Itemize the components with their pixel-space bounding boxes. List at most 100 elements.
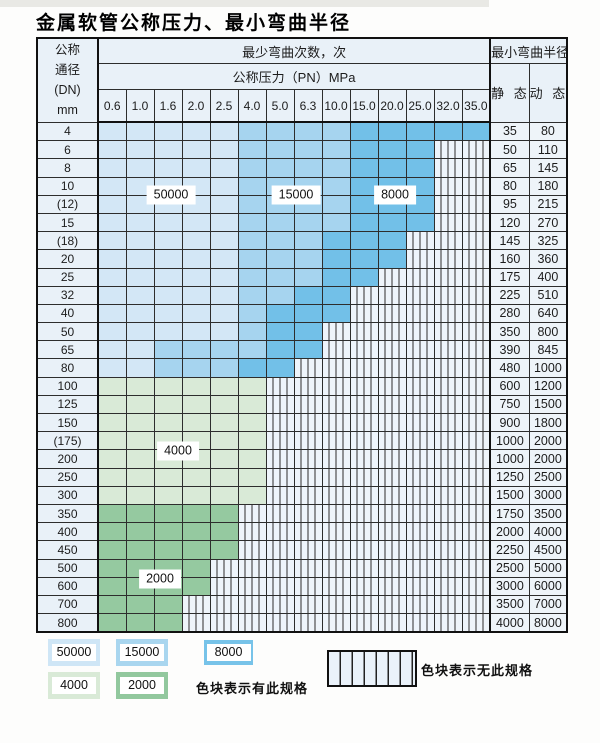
dn-cell: 450	[36, 540, 99, 560]
spec-cell-G2	[97, 558, 127, 578]
spec-cell-M	[153, 358, 183, 378]
spec-cell-M	[265, 140, 295, 160]
spec-cell-G2	[125, 522, 155, 542]
dynamic-radius-cell: 325	[528, 231, 568, 251]
dn-header-line: (DN)	[54, 83, 81, 98]
spec-cell-M	[237, 285, 267, 305]
spec-cell-H	[377, 613, 407, 633]
spec-cell-H	[321, 540, 351, 560]
spec-cell-L	[97, 212, 127, 233]
spec-cell-H	[461, 594, 491, 615]
static-radius-cell: 1750	[489, 503, 530, 524]
spec-cell-H	[293, 376, 323, 396]
spec-cell-H	[349, 394, 379, 415]
table-row: 150 900 1800	[36, 412, 568, 433]
table-row: 100 600 1200	[36, 376, 568, 396]
spec-cell-H	[349, 322, 379, 342]
static-radius-cell: 225	[489, 285, 530, 305]
pressure-col: 25.0	[405, 89, 435, 123]
spec-cell-H	[461, 540, 491, 560]
spec-cell-H	[405, 613, 435, 633]
spec-cell-H	[405, 503, 435, 524]
spec-cell-G1	[125, 467, 155, 487]
spec-cell-H	[349, 285, 379, 305]
dn-cell: 80	[36, 358, 99, 378]
spec-cell-G1	[237, 485, 267, 505]
spec-cell-L	[209, 176, 239, 196]
cycles-label: 50000	[146, 185, 196, 205]
static-radius-cell: 1500	[489, 485, 530, 505]
spec-cell-M	[237, 121, 267, 142]
spec-cell-H	[461, 503, 491, 524]
spec-cell-L	[181, 212, 211, 233]
spec-cell-M	[237, 212, 267, 233]
spec-cell-L	[209, 249, 239, 269]
spec-cell-D	[377, 158, 407, 178]
spec-cell-G1	[237, 431, 267, 451]
spec-cell-H	[405, 431, 435, 451]
spec-cell-M	[321, 158, 351, 178]
spec-cell-H	[293, 358, 323, 378]
spec-cell-G2	[97, 594, 127, 615]
spec-cell-G2	[181, 522, 211, 542]
spec-cell-H	[405, 449, 435, 469]
spec-cell-H	[265, 376, 295, 396]
spec-cell-H	[433, 412, 463, 433]
spec-cell-H	[349, 412, 379, 433]
spec-cell-H	[321, 594, 351, 615]
dynamic-radius-cell: 640	[528, 303, 568, 324]
spec-cell-L	[209, 303, 239, 324]
spec-cell-L	[97, 322, 127, 342]
spec-cell-L	[97, 176, 127, 196]
dn-cell: (18)	[36, 231, 99, 251]
table-row: 32 225 510	[36, 285, 568, 305]
dynamic-radius-cell: 270	[528, 212, 568, 233]
spec-cell-H	[237, 540, 267, 560]
static-radius-cell: 600	[489, 376, 530, 396]
spec-cell-H	[405, 376, 435, 396]
legend-no-spec-text: 色块表示无此规格	[421, 663, 534, 678]
spec-cell-G1	[209, 376, 239, 396]
dn-cell: 500	[36, 558, 99, 578]
spec-cell-H	[377, 303, 407, 324]
dynamic-radius-cell: 1000	[528, 358, 568, 378]
spec-cell-H	[237, 576, 267, 596]
spec-cell-H	[293, 431, 323, 451]
dn-cell: 350	[36, 503, 99, 524]
spec-cell-D	[349, 121, 379, 142]
spec-cell-L	[125, 322, 155, 342]
spec-cell-H	[433, 176, 463, 196]
spec-cell-M	[265, 249, 295, 269]
spec-cell-H	[461, 558, 491, 578]
spec-cell-H	[461, 613, 491, 633]
spec-cell-H	[377, 394, 407, 415]
cycles-label: 2000	[139, 569, 181, 589]
spec-cell-H	[377, 322, 407, 342]
dynamic-header: 动 态	[528, 63, 568, 123]
spec-cell-H	[321, 576, 351, 596]
static-radius-cell: 900	[489, 412, 530, 433]
spec-cell-H	[377, 485, 407, 505]
spec-cell-H	[265, 558, 295, 578]
spec-cell-H	[321, 485, 351, 505]
legend-swatch-4000: 4000	[48, 672, 100, 699]
spec-cell-L	[209, 322, 239, 342]
dynamic-radius-cell: 3000	[528, 485, 568, 505]
spec-cell-H	[377, 594, 407, 615]
spec-cell-L	[97, 303, 127, 324]
spec-cell-H	[461, 194, 491, 214]
spec-cell-H	[405, 322, 435, 342]
spec-cell-M	[293, 158, 323, 178]
spec-cell-H	[433, 376, 463, 396]
spec-cell-H	[265, 576, 295, 596]
spec-cell-G1	[97, 449, 127, 469]
spec-cell-L	[209, 140, 239, 160]
spec-cell-L	[181, 140, 211, 160]
dn-header-line: mm	[57, 103, 78, 118]
pressure-header: 公称压力（PN）MPa	[97, 63, 491, 90]
spec-cell-G2	[181, 558, 211, 578]
spec-cell-L	[153, 249, 183, 269]
table-row: 15 120 270	[36, 212, 568, 233]
spec-cell-H	[461, 485, 491, 505]
spec-cell-H	[433, 194, 463, 214]
